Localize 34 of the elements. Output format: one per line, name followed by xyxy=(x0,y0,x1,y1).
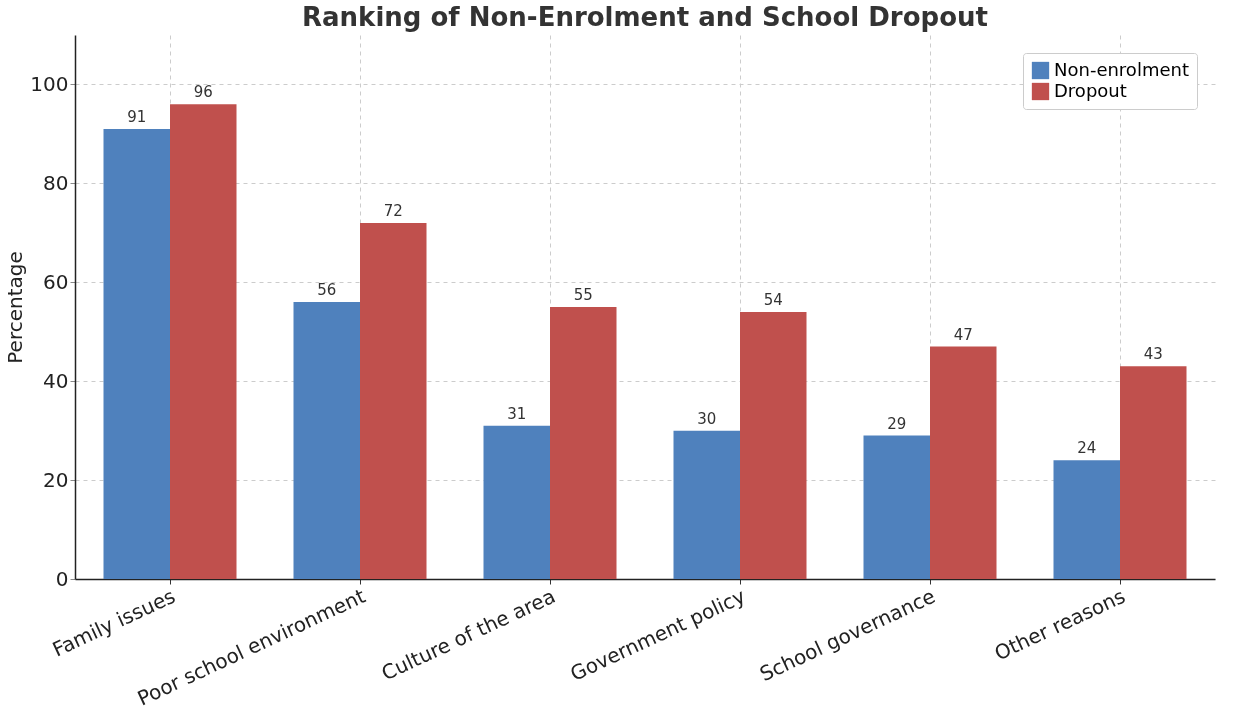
data-label: 72 xyxy=(383,201,403,220)
bar xyxy=(170,104,237,579)
legend-label: Non-enrolment xyxy=(1054,58,1189,80)
data-label: 24 xyxy=(1077,439,1097,458)
bar xyxy=(740,311,807,579)
y-tick-label: 80 xyxy=(43,170,69,195)
bar xyxy=(673,430,740,579)
data-label: 91 xyxy=(127,107,147,126)
y-tick-label: 0 xyxy=(55,566,69,591)
data-label: 29 xyxy=(887,414,907,433)
data-label: 96 xyxy=(193,83,213,102)
bar xyxy=(293,302,360,579)
bar xyxy=(483,425,550,579)
bar xyxy=(930,346,997,579)
y-tick-label: 100 xyxy=(30,71,69,96)
data-label: 54 xyxy=(763,290,783,309)
data-label: 55 xyxy=(573,286,593,304)
data-label: 31 xyxy=(507,404,527,423)
y-axis-title: Percentage xyxy=(3,251,28,364)
y-tick-label: 40 xyxy=(43,368,69,393)
data-label: 56 xyxy=(317,281,337,300)
data-label: 43 xyxy=(1143,345,1163,364)
y-tick-label: 60 xyxy=(43,269,69,294)
chart-title: Ranking of Non-Enrolment and School Dropout xyxy=(302,2,988,32)
bar xyxy=(360,222,427,579)
bar xyxy=(550,307,617,579)
bar xyxy=(863,435,930,579)
legend-label: Dropout xyxy=(1054,79,1127,101)
bar xyxy=(1120,366,1187,579)
data-label: 30 xyxy=(697,409,717,428)
data-label: 47 xyxy=(953,325,973,344)
y-tick-label: 20 xyxy=(43,467,69,492)
bar xyxy=(1053,460,1120,579)
bar xyxy=(103,128,170,579)
